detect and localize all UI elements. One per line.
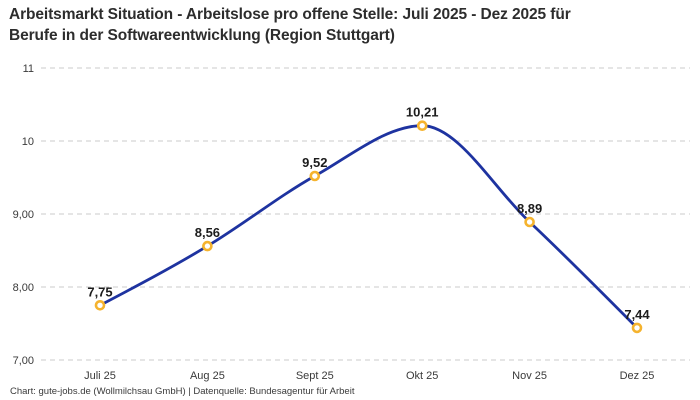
x-tick-label: Aug 25 [190,370,225,382]
y-tick-label: 11 [23,63,34,75]
data-point-label: 9,52 [302,155,327,170]
chart-title-line2: Berufe in der Softwareentwicklung (Regio… [9,27,395,44]
data-point-label: 7,75 [87,284,112,299]
data-point-label: 7,44 [624,307,650,322]
y-tick-label: 8,00 [13,282,34,294]
y-tick-label: 7,00 [13,355,34,367]
data-point-marker [309,170,321,182]
data-point-marker [524,216,535,228]
x-tick-label: Sept 25 [296,370,334,382]
data-point-label: 10,21 [406,105,439,120]
data-point-marker [416,120,428,131]
chart-credit: Chart: gute-jobs.de (Wollmilchsau GmbH) … [10,386,355,397]
y-tick-label: 9,00 [13,209,34,221]
line-series [98,124,639,330]
y-tick-label: 10 [22,136,34,148]
chart-title: Arbeitsmarkt Situation - Arbeitslose pro… [9,4,694,46]
x-tick-label: Nov 25 [512,370,547,382]
chart-title-line1: Arbeitsmarkt Situation - Arbeitslose pro… [9,6,571,23]
data-point-label: 8,56 [195,225,220,240]
data-point-marker [631,322,643,334]
data-point-label: 8,89 [517,201,542,216]
data-point-marker [202,240,213,252]
x-tick-label: Dez 25 [620,370,655,382]
x-tick-label: Okt 25 [406,370,438,382]
x-tick-label: Juli 25 [84,370,116,382]
data-point-marker [94,299,106,311]
